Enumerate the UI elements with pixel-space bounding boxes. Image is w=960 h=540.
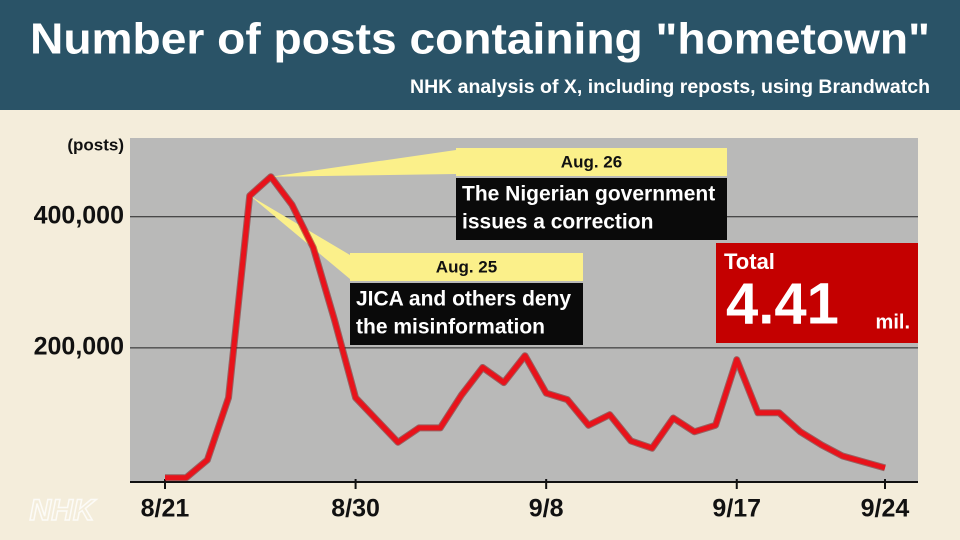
callout-pointer: [271, 150, 456, 177]
y-axis-label: (posts): [67, 135, 124, 154]
total-value: 4.41: [726, 271, 839, 336]
total-unit: mil.: [876, 311, 910, 333]
y-tick-label: 400,000: [34, 201, 124, 229]
callout-date: Aug. 25: [436, 257, 497, 276]
callout-text: the misinformation: [356, 316, 545, 339]
total-label: Total: [724, 249, 775, 274]
callout-body: [456, 178, 727, 240]
y-tick-label: 200,000: [34, 332, 124, 360]
line: [165, 174, 886, 481]
x-tick-label: 9/8: [529, 495, 564, 523]
x-tick-label: 8/21: [141, 495, 190, 523]
callout-body: [350, 283, 583, 345]
callout-text: The Nigerian government: [462, 183, 715, 206]
x-tick-label: 9/24: [861, 495, 910, 523]
callout-header: [456, 148, 727, 176]
x-tick-label: 8/30: [331, 495, 380, 523]
chart-title: Number of posts containing "hometown": [30, 15, 930, 64]
total-box: [716, 243, 918, 343]
watermark: NHK: [30, 494, 97, 527]
callout-header: [350, 253, 583, 281]
callout-pointer: [250, 195, 350, 279]
x-tick-label: 9/17: [712, 495, 761, 523]
callout-text: issues a correction: [462, 211, 653, 234]
subtitle: NHK analysis of X, including reposts, us…: [410, 77, 930, 98]
header: [0, 0, 960, 110]
callout-date: Aug. 26: [561, 152, 622, 171]
callout-text: JICA and others deny: [356, 288, 571, 311]
